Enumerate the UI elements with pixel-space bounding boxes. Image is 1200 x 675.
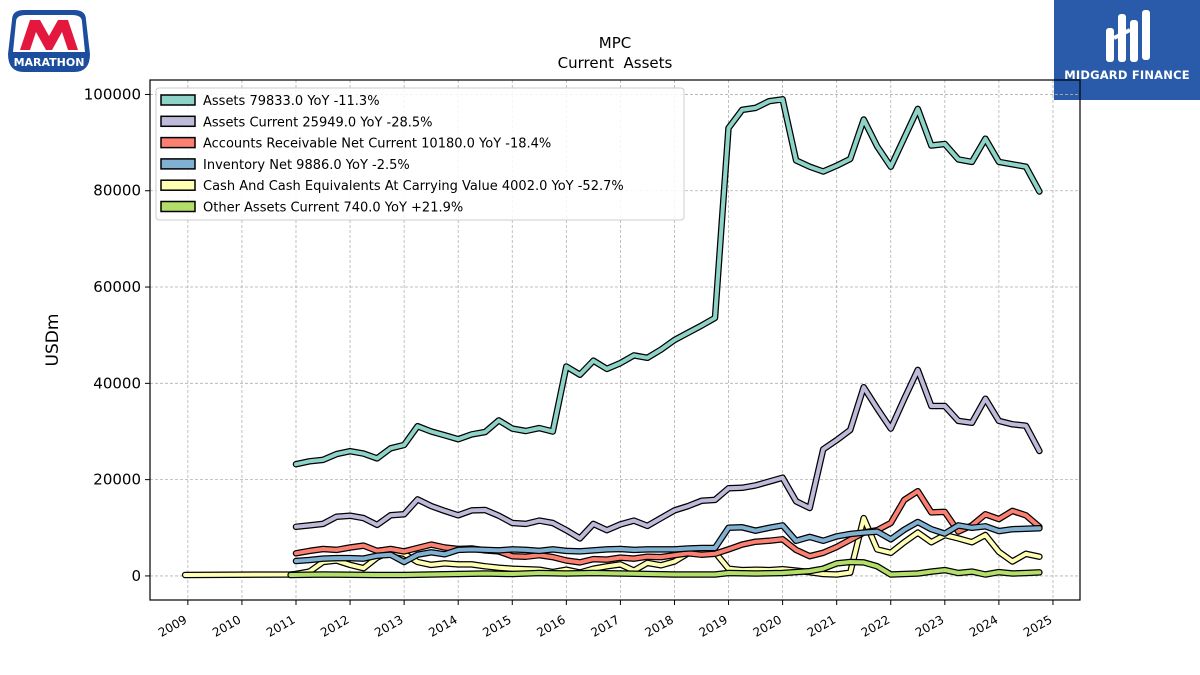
x-tick-label: 2010: [210, 612, 243, 639]
x-tick-label: 2025: [1021, 612, 1054, 639]
x-tick-label: 2013: [372, 612, 405, 639]
x-tick-label: 2009: [156, 612, 189, 639]
chart-subtitle: Current Assets: [558, 54, 673, 72]
legend-entry: Accounts Receivable Net Current 10180.0 …: [203, 137, 551, 152]
y-tick-label: 80000: [93, 182, 141, 200]
marathon-logo-text: MARATHON: [13, 56, 85, 69]
series-assets: [292, 96, 1043, 468]
series-line: [294, 367, 1042, 541]
legend: Assets 79833.0 YoY -11.3% Assets Current …: [155, 87, 685, 221]
x-tick-label: 2017: [588, 612, 621, 639]
legend-swatch: [160, 94, 196, 106]
legend-swatch: [160, 179, 196, 191]
legend-entry: Inventory Net 9886.0 YoY -2.5%: [203, 158, 410, 173]
y-tick-label: 20000: [93, 471, 141, 489]
x-tick-label: 2014: [426, 612, 459, 639]
plot-frame: [149, 79, 1081, 601]
y-tick-label: 60000: [93, 278, 141, 296]
series-assets-current: [292, 366, 1043, 542]
series-inventory-net: [292, 518, 1043, 566]
x-tick-label: 2018: [643, 612, 676, 639]
x-tick-label: 2024: [967, 612, 1000, 639]
legend-swatch: [160, 200, 196, 213]
legend-entry: Cash And Cash Equivalents At Carrying Va…: [203, 179, 624, 194]
legend-swatch: [160, 115, 196, 128]
x-tick-label: 2021: [805, 612, 838, 639]
midgard-monogram-icon: [1106, 10, 1150, 62]
x-axis: 2009 2010 2011 2012 2013 2014 2015 2016 2017 2018…: [156, 600, 1054, 640]
legend-box: [155, 87, 685, 221]
y-axis: 0 20000 40000 60000 80000 100000: [84, 85, 150, 585]
x-tick-label: 2016: [534, 612, 567, 639]
series-line: [288, 560, 1042, 577]
midgard-finance-text: MIDGARD FINANCE: [1064, 68, 1190, 82]
y-axis-label: USDm: [43, 314, 63, 367]
x-tick-label: 2022: [859, 612, 892, 639]
legend-entry: Assets 79833.0 YoY -11.3%: [203, 94, 380, 109]
midgard-finance-logo: MIDGARD FINANCE: [1054, 0, 1200, 100]
y-tick-label: 100000: [84, 85, 141, 103]
legend-entry: Assets Current 25949.0 YoY -28.5%: [203, 115, 433, 130]
marathon-logo: MARATHON: [4, 6, 100, 76]
series-other-assets-current: [287, 558, 1043, 579]
series-line: [294, 520, 1042, 564]
x-tick-label: 2011: [264, 612, 297, 639]
series-line: [294, 97, 1042, 467]
legend-swatch: [160, 136, 196, 149]
y-tick-label: 40000: [93, 374, 141, 392]
series-accounts-receivable-net-current: [292, 487, 1043, 566]
marathon-logo-icon: [8, 10, 90, 72]
series-layer: [181, 96, 1043, 579]
y-tick-label: 0: [131, 567, 141, 585]
x-tick-label: 2012: [318, 612, 351, 639]
legend-swatch: [160, 158, 196, 170]
legend-entry: Other Assets Current 740.0 YoY +21.9%: [203, 201, 463, 216]
x-tick-label: 2015: [480, 612, 513, 639]
series-line: [294, 489, 1042, 565]
x-tick-label: 2023: [913, 612, 946, 639]
chart-title: MPC: [599, 34, 631, 52]
x-tick-label: 2019: [697, 612, 730, 639]
x-tick-label: 2020: [751, 612, 784, 639]
